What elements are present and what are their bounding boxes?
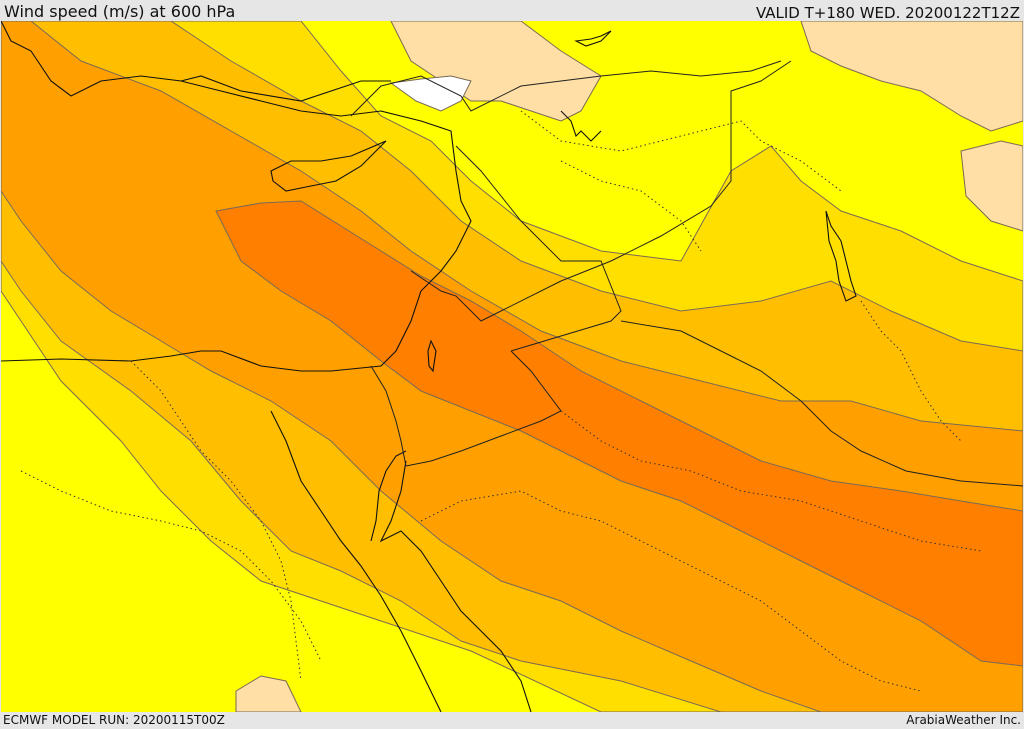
border-israel: [410, 270, 502, 322]
model-run-label: ECMWF MODEL RUN: 20200115T00Z: [3, 713, 225, 727]
coastline-dead-sea: [427, 339, 437, 373]
band-peach-northeast: [800, 21, 1023, 132]
coastline-gulf-suez: [370, 450, 407, 542]
provincial-boundaries-east: [860, 300, 962, 442]
coastline-caspian: [560, 110, 602, 142]
coastline-gulf-islands: [574, 30, 612, 47]
band-peach-north: [390, 21, 602, 122]
provincial-boundaries-iran: [520, 110, 842, 192]
map-title: Wind speed (m/s) at 600 hPa: [4, 2, 236, 21]
border-iraq-iran: [500, 60, 792, 312]
coastline-red-sea: [270, 410, 442, 712]
coastline-cyprus: [270, 140, 387, 192]
border-egypt: [370, 365, 407, 467]
border-syria-iraq: [455, 145, 622, 352]
credit-label: ArabiaWeather Inc.: [906, 713, 1021, 727]
wind-speed-map: [1, 21, 1023, 712]
coastline-mediterranean: [1, 21, 472, 372]
border-turkey-syria: [350, 60, 782, 117]
provincial-boundaries-iraq: [560, 160, 702, 252]
band-peach-east: [960, 140, 1023, 232]
provincial-boundaries-saudi: [560, 410, 982, 552]
coastline-red-sea-east: [379, 460, 532, 712]
border-saudi-iraq: [620, 320, 1023, 487]
map-canvas: [1, 21, 1023, 712]
band-darkorange: [215, 200, 1023, 667]
band-peach-south: [235, 675, 302, 712]
provincial-boundaries-egypt: [20, 470, 322, 662]
header-bar: Wind speed (m/s) at 600 hPa VALID T+180 …: [0, 0, 1024, 22]
coastline-persian-gulf: [825, 210, 857, 302]
footer-bar: ECMWF MODEL RUN: 20200115T00Z ArabiaWeat…: [0, 712, 1024, 729]
border-saudi-jordan: [405, 350, 562, 467]
valid-time: VALID T+180 WED. 20200122T12Z: [755, 4, 1020, 22]
coastline-black-sea: [180, 75, 391, 102]
